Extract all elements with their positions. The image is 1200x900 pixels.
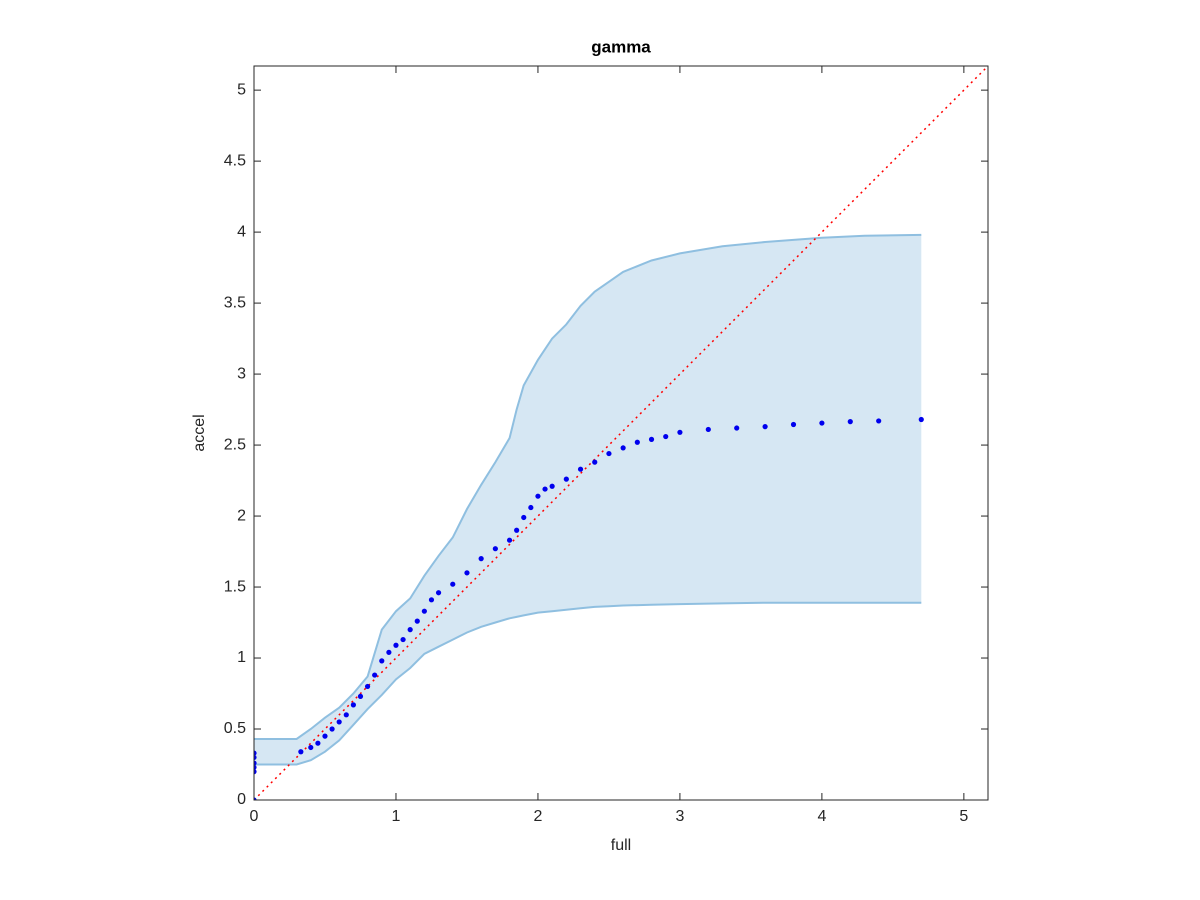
data-point (506, 537, 513, 543)
y-axis-label: accel (191, 414, 208, 451)
data-point (308, 744, 314, 751)
data-point (677, 429, 683, 435)
data-point (514, 527, 520, 533)
y-tick-label: 4 (237, 223, 246, 240)
data-point (592, 459, 598, 465)
x-tick-label: 5 (959, 808, 968, 825)
data-point (790, 421, 797, 428)
y-tick-label: 1.5 (224, 578, 246, 595)
data-point (357, 693, 364, 699)
data-point (577, 466, 584, 472)
data-point (549, 483, 555, 489)
data-point (298, 749, 304, 755)
data-point (315, 740, 321, 746)
y-tick-label: 0.5 (224, 720, 246, 737)
data-point (492, 546, 498, 552)
data-point (379, 658, 385, 664)
y-tick-label: 3 (237, 365, 246, 382)
data-point (847, 419, 853, 425)
y-tick-label: 3.5 (224, 294, 246, 311)
x-tick-label: 2 (533, 808, 542, 825)
data-point (393, 642, 399, 648)
x-tick-label: 4 (817, 808, 826, 825)
band-lower (254, 601, 922, 766)
data-point (428, 597, 435, 603)
y-tick-label: 0 (237, 791, 246, 808)
data-point (819, 420, 825, 426)
data-point (663, 433, 669, 440)
data-point (762, 424, 768, 430)
data-point (336, 719, 342, 725)
band-fill (254, 234, 922, 765)
y-tick-label: 5 (237, 81, 246, 98)
x-tick-label: 0 (250, 808, 259, 825)
data-point (254, 760, 257, 766)
axes: 0 1 2 3 4 5 0 0.5 1 1.5 2 2.5 3 3.5 4 4.5 5 (224, 65, 989, 825)
data-point (535, 493, 541, 499)
data-point (407, 627, 413, 633)
reference-line (254, 66, 988, 800)
data-point (876, 418, 882, 424)
data-point (343, 712, 349, 718)
data-point (254, 764, 257, 770)
data-point (372, 672, 378, 678)
y-tick-label: 1 (237, 649, 246, 666)
data-point (254, 769, 257, 775)
data-point (364, 683, 371, 690)
band-upper (254, 233, 922, 740)
data-point (563, 476, 569, 482)
data-point (634, 439, 640, 445)
x-tick-label: 1 (392, 808, 401, 825)
data-point (521, 514, 527, 521)
data-point (400, 636, 406, 643)
x-tick-label: 3 (675, 808, 684, 825)
y-tick-label: 4.5 (224, 152, 246, 169)
data-point (350, 702, 356, 708)
data-point (414, 618, 420, 624)
y-tick-label: 2.5 (224, 436, 246, 453)
plot-area (254, 66, 988, 800)
data-point (705, 426, 711, 433)
data-point (254, 750, 257, 756)
data-point (386, 649, 392, 655)
data-point (620, 445, 626, 451)
data-point (734, 425, 740, 431)
data-point (606, 450, 612, 457)
data-point (254, 754, 257, 761)
data-point (648, 436, 655, 442)
x-axis-label: full (611, 837, 631, 854)
data-point (435, 590, 442, 596)
data-point (542, 486, 548, 492)
data-point (918, 416, 924, 423)
data-point (464, 570, 470, 576)
data-point (478, 556, 484, 562)
chart-title: gamma (591, 37, 651, 56)
data-point (322, 733, 328, 739)
data-point (421, 608, 427, 614)
data-point (450, 581, 456, 587)
data-point (254, 797, 257, 800)
y-tick-label: 2 (237, 507, 246, 524)
data-point (329, 726, 335, 732)
data-point (528, 504, 534, 511)
axes-box (253, 65, 989, 801)
